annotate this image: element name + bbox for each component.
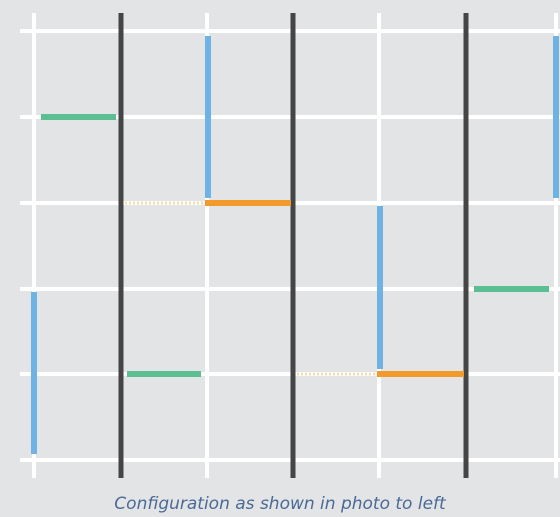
- grid-diagram: [20, 13, 560, 478]
- diagram-caption: Configuration as shown in photo to left: [114, 494, 446, 514]
